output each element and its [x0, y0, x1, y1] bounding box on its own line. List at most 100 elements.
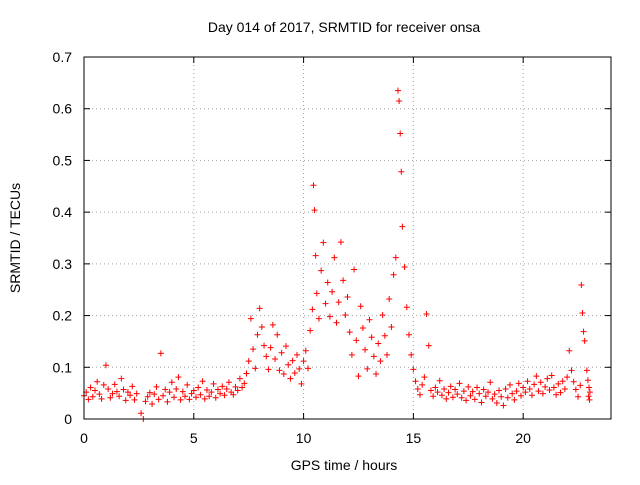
data-point — [197, 391, 204, 398]
data-point — [122, 397, 129, 404]
y-tick-label: 0.4 — [53, 204, 73, 220]
data-point — [219, 383, 226, 390]
data-point — [120, 386, 127, 393]
data-point — [419, 381, 426, 388]
data-point — [522, 389, 529, 396]
data-point — [287, 375, 294, 382]
data-point — [179, 388, 186, 395]
data-point — [302, 347, 309, 354]
data-point — [351, 266, 358, 273]
data-point — [489, 395, 496, 402]
data-point — [105, 386, 112, 393]
data-point — [447, 383, 454, 390]
data-point — [157, 350, 164, 357]
data-point — [427, 387, 434, 394]
data-point — [258, 323, 265, 330]
data-point — [166, 389, 173, 396]
data-point — [289, 357, 296, 364]
data-point — [225, 379, 232, 386]
data-point — [142, 398, 149, 405]
data-point — [443, 395, 450, 402]
data-point — [153, 383, 160, 390]
data-point — [296, 365, 303, 372]
data-point — [572, 386, 579, 393]
data-point — [381, 332, 388, 339]
data-point — [109, 390, 116, 397]
data-point — [452, 386, 459, 393]
data-point — [364, 365, 371, 372]
data-point — [482, 393, 489, 400]
plot-frame — [83, 56, 612, 420]
data-point — [496, 387, 503, 394]
data-point — [502, 386, 509, 393]
data-point — [212, 394, 219, 401]
data-point — [331, 254, 338, 261]
data-point — [261, 342, 268, 349]
data-point — [586, 384, 593, 391]
data-point — [100, 381, 107, 388]
data-point — [320, 239, 327, 246]
data-point — [177, 396, 184, 403]
data-point — [579, 309, 586, 316]
data-point — [164, 398, 171, 405]
data-point — [313, 290, 320, 297]
tick-marks — [83, 56, 611, 420]
data-point — [568, 367, 575, 374]
data-point — [87, 384, 94, 391]
data-point — [414, 386, 421, 393]
data-point — [575, 393, 582, 400]
data-point — [245, 358, 252, 365]
data-point — [265, 366, 272, 373]
data-point — [583, 367, 590, 374]
data-point — [504, 394, 511, 401]
data-point — [322, 300, 329, 307]
data-point — [366, 316, 373, 323]
data-point — [329, 288, 336, 295]
data-point — [149, 401, 156, 408]
data-point — [445, 389, 452, 396]
data-point — [300, 358, 307, 365]
data-point — [463, 397, 470, 404]
data-point — [263, 353, 270, 360]
y-tick-label: 0.1 — [53, 359, 73, 375]
data-point — [570, 378, 577, 385]
data-point — [326, 313, 333, 320]
data-point — [515, 380, 522, 387]
y-tick-label: 0 — [64, 411, 72, 427]
data-point — [449, 394, 456, 401]
data-point — [469, 388, 476, 395]
data-point — [403, 304, 410, 311]
data-point — [171, 394, 178, 401]
data-point — [107, 394, 114, 401]
data-point — [506, 381, 513, 388]
data-point — [517, 392, 524, 399]
data-point — [397, 130, 404, 137]
data-point — [151, 391, 158, 398]
y-axis-label: SRMTID / TECUs — [7, 183, 23, 293]
x-tick-label: 5 — [190, 430, 198, 446]
data-point — [217, 390, 224, 397]
data-point — [348, 351, 355, 358]
chart-title: Day 014 of 2017, SRMTID for receiver ons… — [208, 19, 481, 35]
data-point — [94, 378, 101, 385]
data-point — [586, 389, 593, 396]
data-point — [276, 367, 283, 374]
data-point — [274, 331, 281, 338]
data-point — [520, 384, 527, 391]
data-point — [113, 388, 120, 395]
data-point — [564, 374, 571, 381]
data-point — [131, 396, 138, 403]
data-point — [267, 344, 274, 351]
data-point — [546, 387, 553, 394]
data-point — [531, 381, 538, 388]
data-point — [195, 384, 202, 391]
data-point — [234, 387, 241, 394]
data-point — [401, 263, 408, 270]
data-point — [557, 389, 564, 396]
data-point — [190, 387, 197, 394]
data-point — [544, 375, 551, 382]
data-point — [188, 390, 195, 397]
data-point — [456, 380, 463, 387]
data-point — [493, 399, 500, 406]
data-point — [243, 370, 250, 377]
